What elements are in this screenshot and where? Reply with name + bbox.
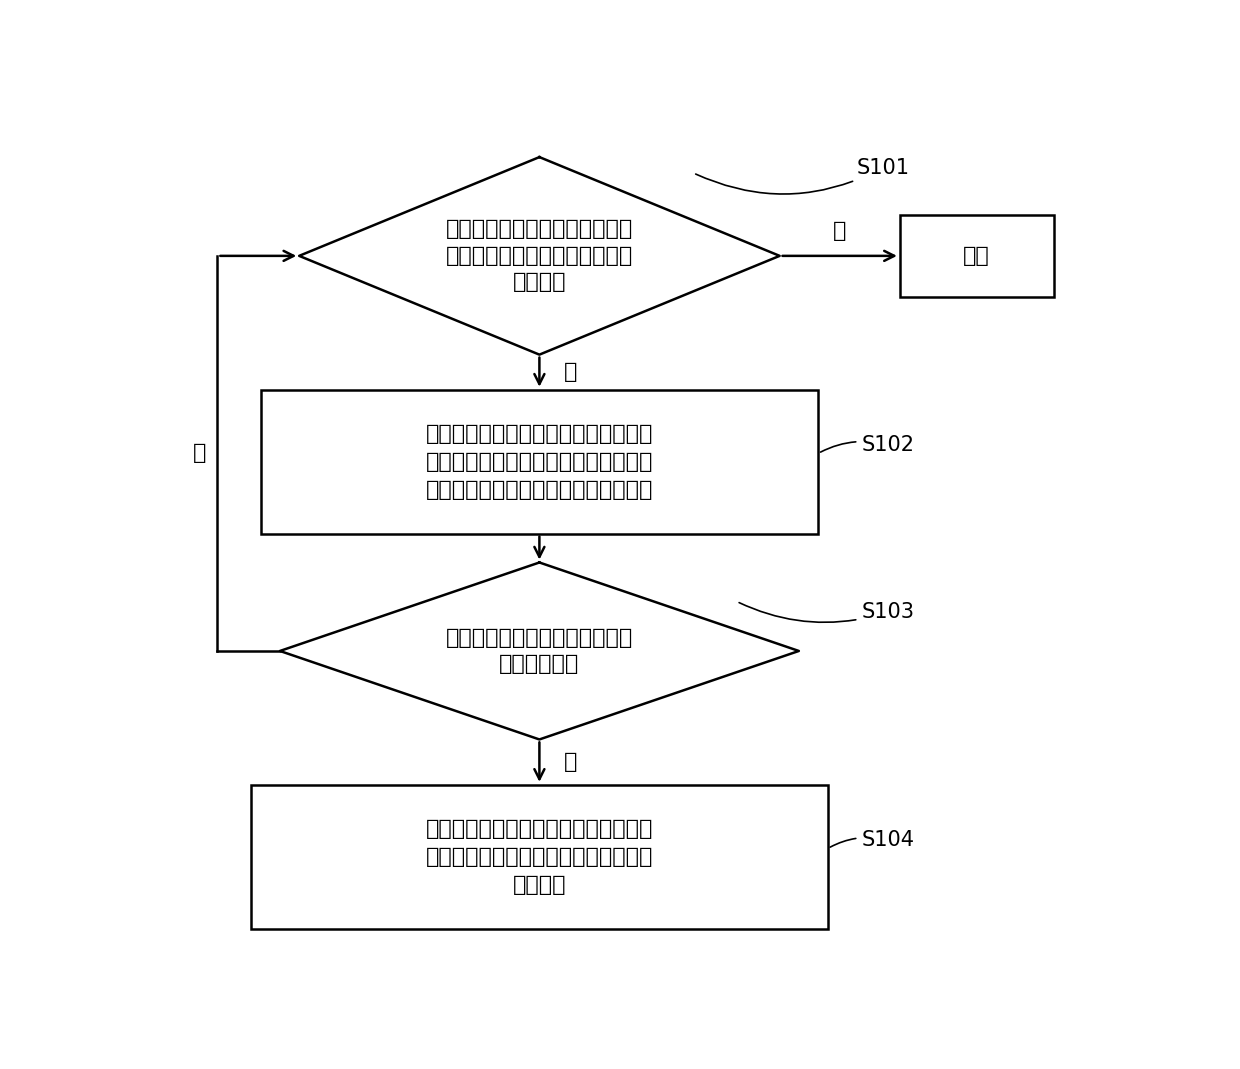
Bar	[250, 785, 828, 929]
Text: S104: S104	[830, 830, 914, 850]
Bar	[260, 389, 818, 533]
Text: 是: 是	[563, 753, 577, 772]
Polygon shape	[280, 562, 799, 740]
Text: 当检测到所述零序电流大于预设零序电
流时，计算出第一预设时长内达到预设
脉冲幅值的零序电流的脉冲宽度一致性: 当检测到所述零序电流大于预设零序电 流时，计算出第一预设时长内达到预设 脉冲幅值…	[425, 423, 653, 499]
Text: 判断所述电磁式电压互感器是否
发生铁磁谐振: 判断所述电磁式电压互感器是否 发生铁磁谐振	[445, 628, 634, 675]
Text: S101: S101	[696, 157, 909, 195]
Text: 控制与消谐电阻串联连接的第一控制开
关闭合，对所述电磁式电压互感器进行
消谐处理: 控制与消谐电阻串联连接的第一控制开 关闭合，对所述电磁式电压互感器进行 消谐处理	[425, 819, 653, 895]
Text: 否: 否	[192, 444, 206, 464]
Text: 结束: 结束	[963, 246, 990, 266]
Polygon shape	[299, 157, 780, 355]
Text: 判断电流互感器是否检测到电磁
式电压互感器中性点与地之间的
零序电流: 判断电流互感器是否检测到电磁 式电压互感器中性点与地之间的 零序电流	[445, 219, 634, 292]
Text: 否: 否	[833, 221, 847, 241]
Bar	[900, 215, 1054, 297]
Text: 是: 是	[563, 362, 577, 382]
Text: S103: S103	[739, 602, 914, 622]
Text: S102: S102	[821, 435, 914, 455]
